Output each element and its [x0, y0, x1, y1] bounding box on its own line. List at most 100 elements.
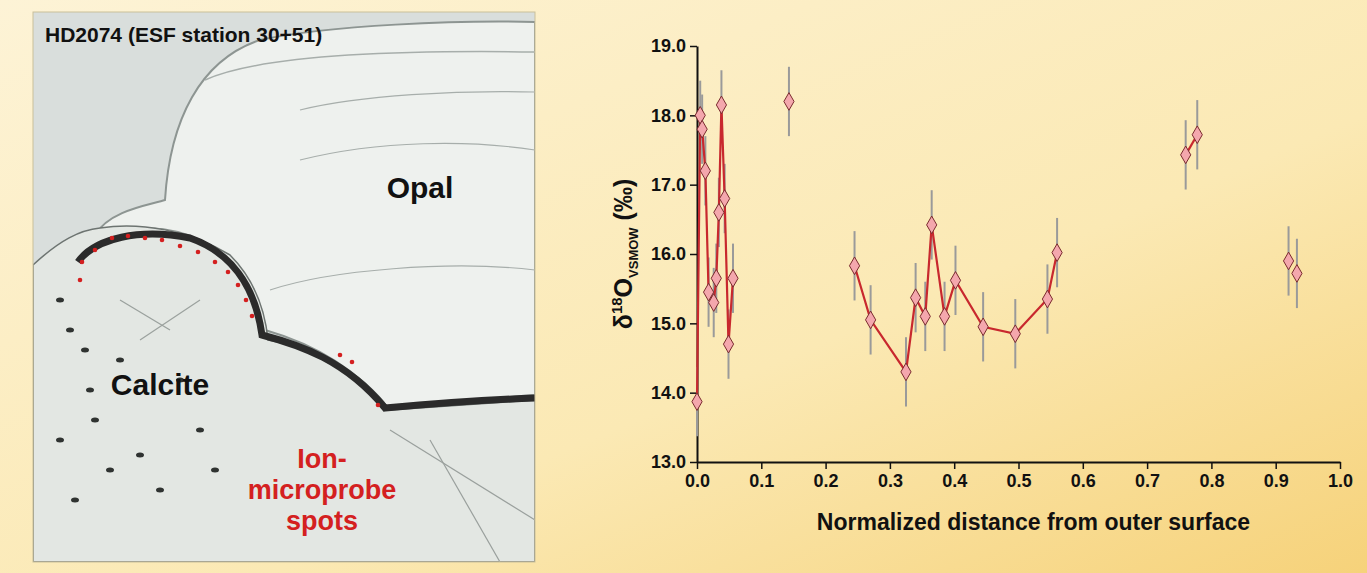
- point: [728, 269, 738, 287]
- tick-mark: [690, 323, 697, 325]
- tick-label: 0.7: [1135, 471, 1160, 491]
- series: [1283, 226, 1302, 308]
- tick-mark: [825, 462, 827, 469]
- point: [849, 257, 859, 275]
- tick-mark: [890, 462, 892, 469]
- pit: [211, 468, 219, 473]
- tick-label: 0.9: [1264, 471, 1289, 491]
- tick-label: 0.0: [685, 471, 710, 491]
- y-axis-title-part: VSMOW: [626, 227, 641, 278]
- tick: 0.0: [685, 462, 710, 491]
- tick-label: 14.0: [651, 383, 686, 403]
- region-label: Calcite: [111, 368, 209, 401]
- pit: [71, 498, 79, 503]
- opal-band: [205, 52, 535, 80]
- pit: [66, 328, 74, 333]
- series: [849, 190, 1062, 406]
- spot: [244, 298, 249, 303]
- tick-label: 0.3: [878, 471, 903, 491]
- tick-label: 0.8: [1199, 471, 1224, 491]
- tick-label: 16.0: [651, 244, 686, 264]
- opal-band: [300, 143, 535, 160]
- point: [866, 311, 876, 329]
- tick-mark: [1083, 462, 1085, 469]
- point: [711, 269, 721, 287]
- point: [950, 272, 960, 290]
- tick: 13.0: [651, 452, 697, 472]
- y-axis-title-part: (‰): [609, 179, 637, 228]
- point: [1292, 265, 1302, 283]
- point: [697, 120, 707, 138]
- pit: [81, 348, 89, 353]
- spot: [350, 360, 355, 365]
- point: [1283, 252, 1293, 270]
- pit: [56, 298, 64, 303]
- tick: 0.5: [1006, 462, 1031, 491]
- spot: [160, 238, 165, 243]
- series: [784, 67, 794, 136]
- panel-title: HD2074 (ESF station 30+51): [45, 23, 322, 46]
- spot: [110, 236, 115, 241]
- spot: [338, 353, 343, 358]
- tick-mark: [761, 462, 763, 469]
- tick-mark: [1340, 462, 1342, 469]
- pit: [196, 428, 204, 433]
- spot: [126, 234, 131, 239]
- series-line: [855, 225, 1058, 372]
- point: [723, 335, 733, 353]
- tick-label: 0.6: [1071, 471, 1096, 491]
- y-axis-title-part: 18: [608, 297, 625, 314]
- tick: 15.0: [651, 314, 697, 334]
- spot: [93, 248, 98, 253]
- tick-label: 1.0: [1328, 471, 1353, 491]
- tick-label: 17.0: [651, 175, 686, 195]
- spots-label: Ion-: [297, 444, 346, 474]
- spot: [376, 403, 381, 408]
- tick: 0.3: [878, 462, 903, 491]
- tick-mark: [690, 254, 697, 256]
- pit: [156, 488, 164, 493]
- cleavage: [390, 430, 535, 520]
- tick-mark: [1211, 462, 1213, 469]
- tick: 0.8: [1199, 462, 1224, 491]
- spot: [236, 283, 241, 288]
- pit: [56, 438, 64, 443]
- opal-band: [270, 266, 535, 290]
- tick-mark: [1018, 462, 1020, 469]
- pit: [106, 468, 114, 473]
- tick: 14.0: [651, 383, 697, 403]
- x-axis: 0.0 0.1 0.2 0.3 0.4 0.5 0.6 0.7 0.8 0.9 1.0: [685, 462, 1353, 491]
- tick-label: 0.1: [749, 471, 774, 491]
- series: [692, 70, 738, 436]
- photo-frame: [33, 12, 535, 562]
- tick: 19.0: [651, 36, 697, 56]
- tick: 0.4: [942, 462, 967, 491]
- tick-label: 19.0: [651, 36, 686, 56]
- point: [784, 93, 794, 111]
- tick: 0.6: [1071, 462, 1096, 491]
- chart: 0.0 0.1 0.2 0.3 0.4 0.5 0.6 0.7 0.8 0.9 1.0 13.0 14.…: [608, 36, 1353, 535]
- point: [978, 318, 988, 336]
- background: [0, 0, 1367, 573]
- tick: 0.1: [749, 462, 774, 491]
- series-line: [697, 105, 733, 402]
- tick: 18.0: [651, 106, 697, 126]
- y-axis-title-part: O: [609, 278, 637, 297]
- tick-mark: [1147, 462, 1149, 469]
- pit: [91, 418, 99, 423]
- point: [901, 363, 911, 381]
- series: [1181, 100, 1203, 189]
- tick-label: 0.2: [814, 471, 839, 491]
- boundary: [78, 234, 535, 408]
- pit: [116, 358, 124, 363]
- point: [1192, 126, 1202, 144]
- tick-label: 13.0: [651, 452, 686, 472]
- point: [1181, 146, 1191, 164]
- cleavage: [430, 440, 500, 562]
- point: [720, 190, 730, 208]
- tick-label: 0.4: [942, 471, 967, 491]
- tick-mark: [690, 462, 697, 464]
- point: [1010, 325, 1020, 343]
- tick-mark: [690, 184, 697, 186]
- pit: [86, 388, 94, 393]
